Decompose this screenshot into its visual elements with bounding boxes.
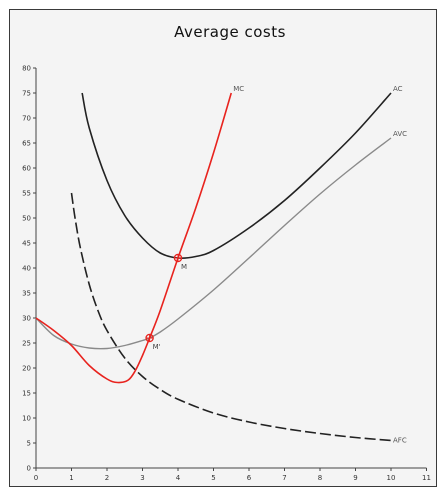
point-label-m: M: [181, 263, 187, 271]
x-tick-label: 3: [140, 474, 144, 482]
x-tick-label: 2: [105, 474, 109, 482]
y-tick-label: 10: [22, 415, 31, 423]
series-label-mc: MC: [233, 85, 244, 93]
x-tick-label: 10: [387, 474, 396, 482]
series-label-afc: AFC: [393, 437, 407, 445]
series-line-mc: [35, 92, 233, 384]
x-tick-label: 11: [422, 474, 431, 482]
y-tick-label: 60: [22, 165, 31, 173]
y-tick-label: 80: [22, 65, 31, 73]
x-tick-label: 7: [282, 474, 286, 482]
y-tick-label: 30: [22, 315, 31, 323]
y-tick-label: 20: [22, 365, 31, 373]
x-tick-label: 4: [176, 474, 181, 482]
series-layer: AVC AFC AC MC: [35, 85, 407, 445]
y-tick-label: 45: [22, 240, 31, 248]
y-tick-label: 40: [22, 265, 31, 273]
series-line-afc: [70, 192, 392, 442]
series-line-avc: [35, 137, 392, 350]
annotation-layer: M M': [145, 253, 187, 351]
x-tick-label: 8: [318, 474, 322, 482]
y-tick-label: 35: [22, 290, 31, 298]
y-tick-label: 65: [22, 140, 31, 148]
x-tick-label: 0: [34, 474, 38, 482]
series-label-ac: AC: [393, 85, 403, 93]
y-tick-label: 25: [22, 340, 31, 348]
point-label-m-prime: M': [153, 343, 161, 351]
x-tick-label: 6: [247, 474, 252, 482]
x-tick-label: 5: [211, 474, 215, 482]
series-label-avc: AVC: [393, 130, 407, 138]
y-tick-label: 70: [22, 115, 31, 123]
x-tick-label: 1: [69, 474, 73, 482]
chart-frame: Average costs 0 5 10 15 20 25 30 35 40 45 50 55 60 65…: [9, 9, 437, 487]
average-costs-chart: Average costs 05101520253035404550556065…: [22, 23, 431, 483]
y-tick-label: 55: [22, 190, 31, 198]
series-line-ac: [81, 92, 392, 259]
y-tick-label: 5: [27, 440, 31, 448]
x-tick-label: 9: [353, 474, 357, 482]
chart-title: Average costs: [174, 23, 286, 41]
y-tick-label: 50: [22, 215, 31, 223]
y-tick-label: 75: [22, 90, 31, 98]
y-tick-label: 0: [27, 465, 31, 473]
y-tick-label: 15: [22, 390, 31, 398]
